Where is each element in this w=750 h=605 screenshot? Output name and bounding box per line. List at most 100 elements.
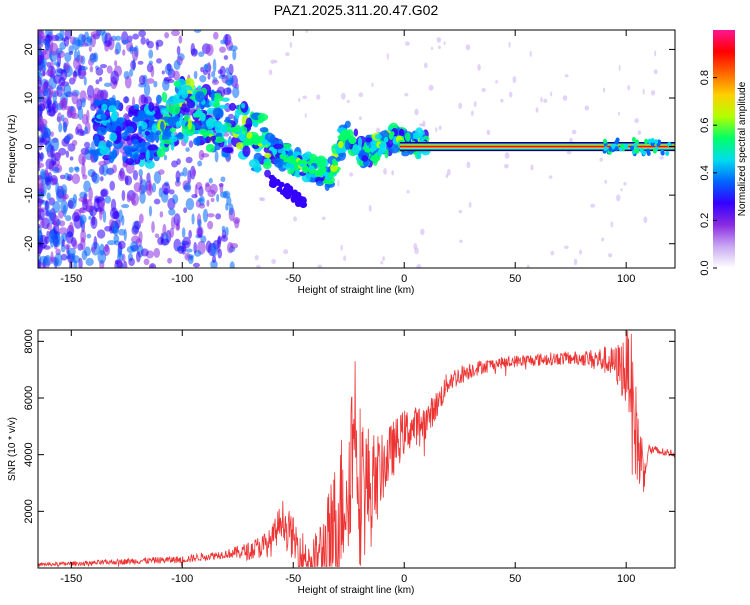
heatmap-ridge-cell bbox=[109, 132, 118, 142]
heatmap-noise-cell bbox=[316, 94, 321, 100]
heatmap-ridge-cell bbox=[337, 134, 347, 141]
heatmap-noise-cell bbox=[445, 173, 449, 178]
heatmap-noise-cell bbox=[74, 166, 80, 173]
heatmap-noise-cell bbox=[562, 95, 568, 101]
heatmap-noise-cell bbox=[73, 259, 78, 268]
heatmap-noise-cell bbox=[176, 45, 181, 56]
heatmap-noise-cell bbox=[38, 45, 43, 57]
heatmap-noise-cell bbox=[386, 52, 389, 60]
heatmap-noise-cell bbox=[512, 76, 517, 84]
heatmap-noise-cell bbox=[197, 227, 203, 238]
heatmap-noise-cell bbox=[181, 227, 186, 239]
heatmap-noise-cell bbox=[164, 32, 170, 39]
heatmap-noise-cell bbox=[86, 84, 95, 99]
heatmap-ridge-cell bbox=[315, 155, 327, 168]
heatmap-noise-cell bbox=[634, 118, 639, 124]
heatmap-ridge-cell bbox=[205, 136, 211, 144]
heatmap-noise-cell bbox=[617, 111, 620, 116]
heatmap-ridge-cell bbox=[374, 133, 383, 140]
heatmap-noise-cell bbox=[46, 108, 56, 117]
heatmap-ridge-cell bbox=[120, 132, 128, 140]
x-tick-label: -150 bbox=[60, 573, 82, 585]
heatmap-ridge-cell bbox=[294, 169, 301, 178]
heatmap-ridge-cell bbox=[239, 124, 248, 137]
heatmap-noise-cell bbox=[110, 70, 119, 85]
heatmap-noise-cell bbox=[153, 171, 162, 184]
heatmap-peak-cell bbox=[647, 138, 652, 144]
heatmap-noise-cell bbox=[188, 140, 194, 148]
heatmap-noise-cell bbox=[166, 63, 172, 72]
heatmap-noise-cell bbox=[126, 194, 132, 203]
heatmap-noise-cell bbox=[382, 256, 385, 262]
heatmap-noise-cell bbox=[428, 84, 434, 91]
heatmap-peak-cell bbox=[330, 163, 338, 172]
heatmap-ridge-cell bbox=[298, 196, 307, 204]
heatmap-noise-cell bbox=[659, 156, 664, 160]
heatmap-noise-cell bbox=[56, 112, 62, 123]
heatmap-noise-cell bbox=[82, 174, 88, 180]
heatmap-noise-cell bbox=[271, 258, 277, 264]
heatmap-noise-cell bbox=[579, 249, 583, 255]
heatmap-ridge-cell bbox=[197, 85, 202, 90]
heatmap-noise-cell bbox=[121, 203, 130, 209]
heatmap-noise-cell bbox=[51, 102, 57, 110]
heatmap-ridge-cell bbox=[218, 104, 229, 110]
heatmap-noise-cell bbox=[224, 79, 233, 86]
heatmap-noise-cell bbox=[138, 230, 143, 243]
heatmap-noise-cell bbox=[98, 160, 107, 167]
heatmap-ridge-cell bbox=[365, 137, 373, 143]
heatmap-noise-cell bbox=[38, 76, 42, 90]
heatmap-ridge-cell bbox=[128, 109, 134, 118]
heatmap-noise-cell bbox=[508, 41, 511, 48]
heatmap-noise-cell bbox=[88, 46, 92, 52]
heatmap-ridge-cell bbox=[187, 118, 192, 131]
heatmap-noise-cell bbox=[210, 197, 215, 203]
heatmap-noise-cell bbox=[167, 257, 172, 264]
heatmap-ridge-cell bbox=[415, 127, 424, 139]
heatmap-noise-cell bbox=[115, 35, 122, 41]
heatmap-noise-cell bbox=[38, 43, 44, 48]
heatmap-noise-cell bbox=[599, 157, 603, 162]
heatmap-ridge-cell bbox=[148, 151, 155, 159]
heatmap-noise-cell bbox=[94, 195, 100, 203]
heatmap-noise-cell bbox=[81, 163, 86, 177]
heatmap-peak-cell bbox=[652, 148, 657, 154]
x-tick-label: 50 bbox=[509, 573, 521, 585]
x-tick-label: -150 bbox=[60, 273, 82, 285]
heatmap-noise-cell bbox=[133, 182, 142, 193]
heatmap-noise-cell bbox=[225, 67, 230, 74]
heatmap-ridge-cell bbox=[148, 101, 155, 112]
heatmap-noise-cell bbox=[88, 215, 92, 220]
heatmap-noise-cell bbox=[161, 70, 165, 75]
heatmap-ridge-cell bbox=[168, 95, 178, 104]
heatmap-noise-cell bbox=[208, 177, 213, 184]
heatmap-noise-cell bbox=[106, 65, 113, 74]
heatmap-noise-cell bbox=[571, 129, 577, 135]
heatmap-peak-cell bbox=[281, 150, 286, 157]
heatmap-peak-cell bbox=[235, 127, 240, 133]
heatmap-noise-cell bbox=[148, 49, 154, 59]
heatmap-noise-cell bbox=[96, 30, 106, 36]
heatmap-ridge-cell bbox=[99, 146, 111, 156]
heatmap-noise-cell bbox=[207, 73, 211, 80]
heatmap-ridge-cell bbox=[352, 143, 359, 155]
x-tick-label: 0 bbox=[401, 273, 407, 285]
heatmap-noise-cell bbox=[268, 69, 273, 76]
heatmap-noise-cell bbox=[146, 78, 155, 84]
heatmap-noise-cell bbox=[55, 182, 60, 196]
heatmap-noise-cell bbox=[197, 160, 203, 167]
heatmap-noise-cell bbox=[61, 239, 65, 247]
heatmap-noise-cell bbox=[220, 39, 227, 45]
heatmap-noise-cell bbox=[391, 170, 395, 176]
heatmap-noise-cell bbox=[61, 114, 65, 122]
heatmap-noise-cell bbox=[38, 207, 42, 215]
heatmap-ridge-cell bbox=[100, 113, 107, 121]
heatmap-ridge-cell bbox=[133, 104, 140, 110]
heatmap-noise-cell bbox=[38, 119, 45, 128]
heatmap-noise-cell bbox=[158, 169, 165, 175]
heatmap-noise-cell bbox=[422, 120, 426, 128]
heatmap-noise-cell bbox=[63, 63, 69, 71]
heatmap-ridge-cell bbox=[205, 143, 215, 153]
heatmap-noise-cell bbox=[80, 147, 90, 155]
